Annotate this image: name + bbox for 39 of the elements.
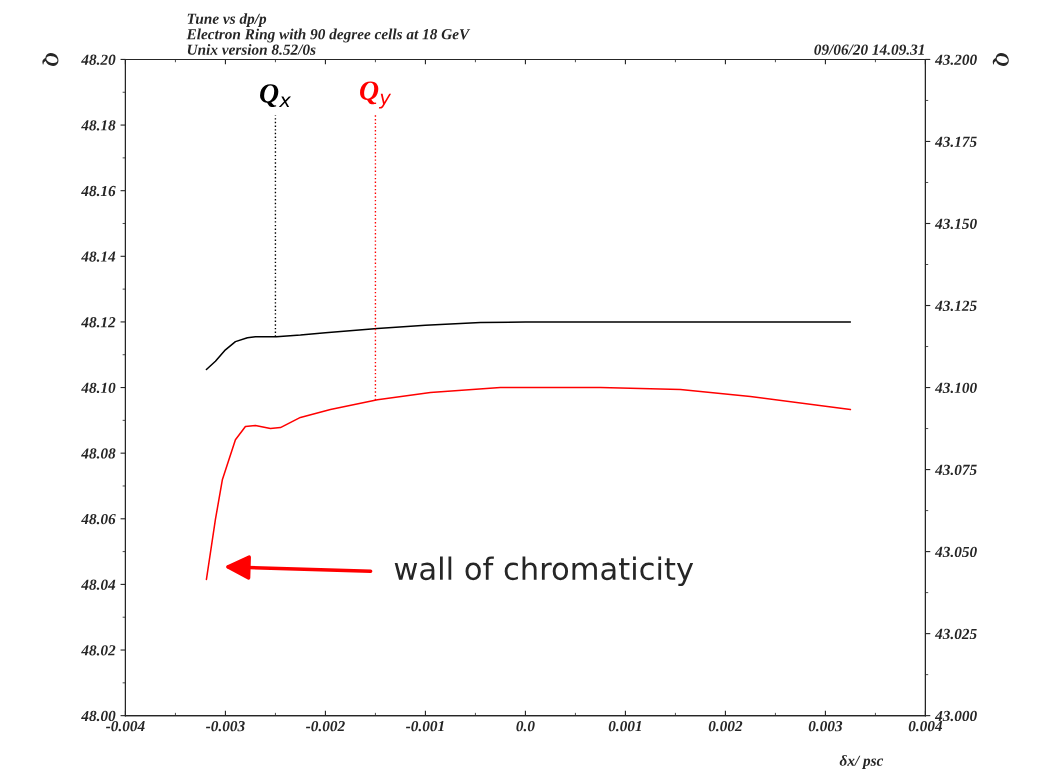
y2-tick-label: 43.025 <box>934 628 977 640</box>
x-tick-label: 0.004 <box>908 720 943 732</box>
y-tick-label: 48.16 <box>81 185 116 197</box>
y-tick-label: 48.18 <box>81 120 116 131</box>
y-tick-label: 48.04 <box>81 579 116 590</box>
y-tick-label: 48.10 <box>81 382 116 394</box>
y-tick-label: 48.06 <box>81 513 116 525</box>
y-tick-label: 48.12 <box>81 317 116 328</box>
y-tick-label: 48.00 <box>81 710 116 722</box>
x-tick-label: 0.0 <box>516 720 535 732</box>
chart-title: Tune vs dp/p <box>187 13 267 28</box>
annotation: wall of chromaticity <box>394 556 694 587</box>
y2-tick-label: 43.125 <box>934 300 977 312</box>
y-axis-title: Q <box>42 53 59 66</box>
y2-tick-label: 43.150 <box>934 218 977 230</box>
x-tick-label: -0.004 <box>106 720 145 732</box>
x-axis-title: δx/ psc <box>839 755 884 769</box>
y2-tick-label: 43.050 <box>934 546 977 558</box>
y-tick-label: 48.08 <box>81 448 116 459</box>
x-tick-label: 0.003 <box>808 720 843 732</box>
y2-tick-label: 43.100 <box>934 382 977 394</box>
x-tick-label: 0.002 <box>708 720 743 732</box>
text: Unix version 8.52/0s <box>187 44 316 55</box>
chart-subtitle: Electron Ring with 90 degree cells at 18 GeV <box>186 28 471 43</box>
y2-axis-title: Q <box>992 53 1009 66</box>
y2-tick-label: 43.000 <box>934 710 977 722</box>
y-tick-label: 48.02 <box>81 645 116 656</box>
y-tick-label: 48.14 <box>81 251 116 262</box>
y2-tick-label: 43.175 <box>934 136 977 147</box>
text: 09/06/20 14.09.31 <box>814 44 924 55</box>
x-tick-label: -0.001 <box>406 720 444 732</box>
ref-line-label: Q$_{y}$ <box>360 81 392 109</box>
ref-line-label: Q$_{x}$ <box>260 84 292 108</box>
y2-tick-label: 43.075 <box>934 464 977 476</box>
y2-tick-label: 43.200 <box>934 54 977 65</box>
x-tick-label: -0.002 <box>306 720 345 732</box>
y-tick-label: 48.20 <box>81 54 116 65</box>
x-tick-label: -0.003 <box>206 720 245 732</box>
x-tick-label: 0.001 <box>608 720 642 732</box>
